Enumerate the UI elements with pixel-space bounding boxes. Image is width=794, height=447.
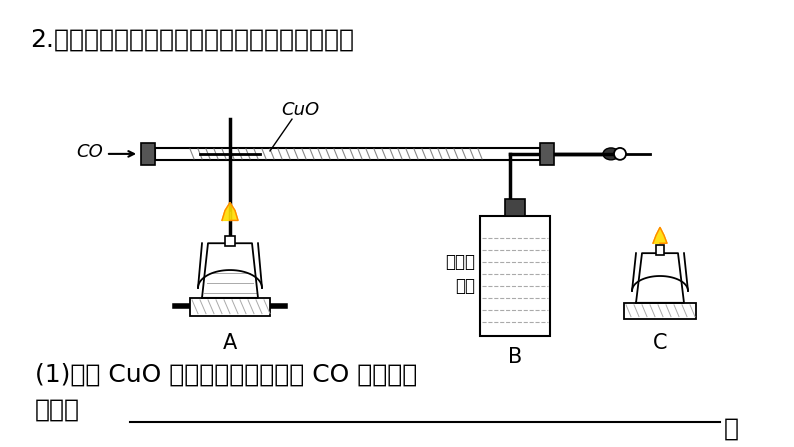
Ellipse shape	[603, 148, 619, 160]
Bar	[624, 303, 696, 319]
Bar	[155, 148, 540, 160]
Text: C: C	[653, 333, 667, 353]
Polygon shape	[202, 243, 258, 298]
Circle shape	[614, 148, 626, 160]
Polygon shape	[636, 253, 684, 303]
Polygon shape	[653, 228, 667, 243]
Bar	[540, 143, 554, 165]
Text: CuO: CuO	[281, 101, 319, 119]
Text: 澄清石
灰水: 澄清石 灰水	[445, 253, 475, 295]
Bar	[141, 143, 155, 165]
Text: CO: CO	[76, 143, 103, 161]
Bar	[190, 298, 270, 316]
Text: (1)在给 CuO 加热前，先通一会儿 CO 气体，其: (1)在给 CuO 加热前，先通一会儿 CO 气体，其	[35, 363, 418, 386]
Bar	[505, 198, 525, 216]
Text: 2.根据一氧化碳还原氧化铜的装置图回答问题。: 2.根据一氧化碳还原氧化铜的装置图回答问题。	[30, 28, 354, 52]
Polygon shape	[222, 202, 238, 220]
Bar	[656, 245, 664, 255]
Text: 。: 。	[724, 417, 739, 441]
Text: B: B	[508, 347, 522, 367]
Bar	[480, 216, 550, 336]
Bar	[225, 236, 235, 246]
Text: A: A	[223, 333, 237, 353]
Text: 目的是: 目的是	[35, 397, 80, 421]
